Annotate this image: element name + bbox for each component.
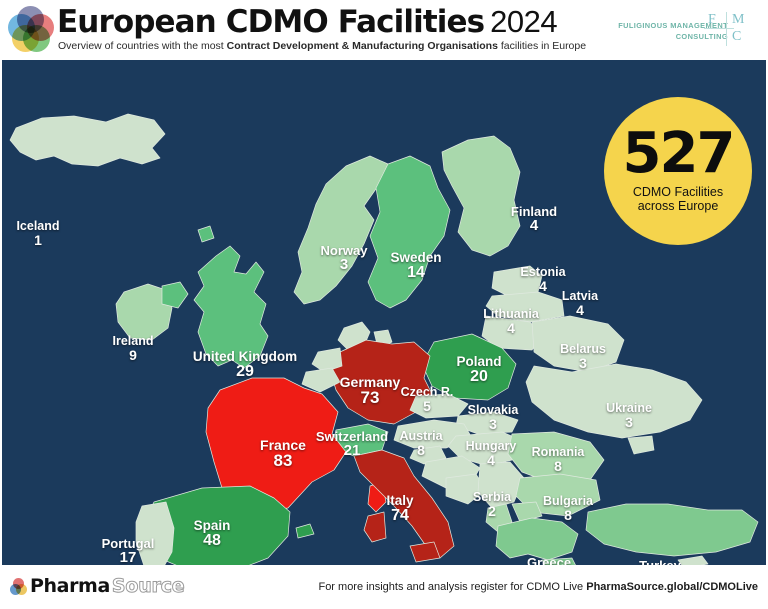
monogram-m: M	[732, 12, 745, 27]
partner-logo-line1: FULIGINOUS MANAGEMENT	[618, 21, 728, 30]
country-shape-turkey	[585, 503, 759, 557]
country-shape-macedonia	[511, 501, 543, 523]
subtitle-pre: Overview of countries with the most	[58, 40, 227, 52]
country-shape-portugal	[135, 501, 175, 565]
map-svg	[9, 113, 759, 565]
country-shape-lithuania	[481, 315, 543, 351]
country-shape-balearics	[295, 523, 315, 539]
country-shape-italy	[353, 449, 455, 559]
country-shape-greece	[495, 517, 579, 561]
pharmasource-dot-icon	[10, 577, 27, 595]
country-shape-sardinia	[363, 511, 387, 543]
caption-line-1: CDMO Facilities	[632, 184, 724, 199]
subtitle-post: facilities in Europe	[497, 40, 587, 52]
country-shape-poland	[421, 333, 517, 401]
pharmasource-circles-logo	[8, 6, 54, 52]
page-title: European CDMO Facilities 2024	[57, 4, 558, 40]
total-facilities-caption: CDMO Facilities across Europe	[633, 185, 723, 215]
monogram-f: F	[708, 12, 716, 27]
country-shape-crete	[541, 557, 576, 565]
country-shape-uk	[193, 245, 269, 369]
country-shape-france	[205, 377, 347, 513]
caption-line-2: across Europe	[637, 199, 719, 214]
monogram-c: C	[732, 29, 742, 44]
country-shape-finland	[441, 135, 521, 257]
country-shape-ireland	[115, 283, 173, 341]
partner-logo-text: FULIGINOUS MANAGEMENT CONSULTING	[618, 20, 728, 42]
total-facilities-value: 527	[622, 120, 736, 186]
country-shape-belgium	[301, 367, 341, 393]
country-shape-bosnia	[445, 473, 487, 505]
country-shape-ukraine	[525, 363, 703, 439]
country-shape-latvia	[485, 291, 565, 323]
footer-cta-link[interactable]: PharmaSource.global/CDMOLive	[586, 581, 758, 593]
country-shape-uk-ni	[161, 281, 189, 309]
footer-cta-pre: For more insights and analysis register …	[318, 581, 587, 593]
country-shape-iceland	[9, 113, 166, 167]
footer: Pharma Source For more insights and anal…	[0, 565, 768, 609]
logo-text-source: Source	[111, 575, 185, 598]
country-shape-belarus	[531, 315, 625, 373]
title-main: European CDMO Facilities	[57, 4, 485, 40]
country-shape-sicily	[409, 541, 441, 563]
partner-logo-monogram: F M C	[704, 12, 760, 48]
partner-logo: FULIGINOUS MANAGEMENT CONSULTING F M C	[618, 6, 762, 54]
logo-text-pharma: Pharma	[30, 575, 110, 597]
header: European CDMO Facilities 2024 Overview of…	[0, 0, 768, 60]
country-shape-sweden	[367, 155, 451, 309]
total-facilities-bubble: 527 CDMO Facilities across Europe	[604, 97, 752, 245]
europe-choropleth-map: Iceland 1 Ireland 9 United Kingdom 29 Norway 3 S…	[2, 60, 766, 565]
country-shape-cyprus	[677, 555, 709, 565]
title-year: 2024	[490, 4, 558, 39]
country-shape-estonia	[491, 265, 543, 297]
country-shape-serbia	[477, 461, 525, 509]
partner-logo-line2: CONSULTING	[675, 32, 728, 41]
country-shape-netherlands	[311, 347, 343, 373]
pharmasource-footer-logo: Pharma Source	[10, 575, 185, 598]
subtitle-bold: Contract Development & Manufacturing Org…	[226, 40, 498, 52]
country-shape-crimea	[627, 435, 655, 455]
country-shape-scotland-isles	[197, 225, 215, 243]
footer-cta-text: For more insights and analysis register …	[318, 581, 758, 593]
country-shape-hungary	[447, 431, 527, 467]
country-shape-norway	[293, 155, 389, 305]
page-subtitle: Overview of countries with the most Cont…	[58, 40, 586, 52]
